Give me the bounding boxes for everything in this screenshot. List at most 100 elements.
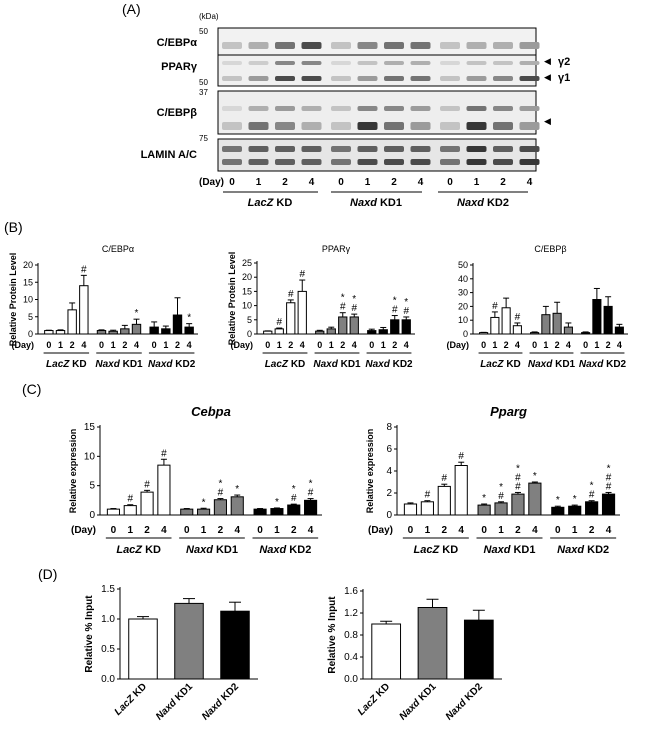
blot-band	[384, 122, 404, 130]
x-tick-label: 4	[404, 340, 409, 350]
y-tick-label: 6	[386, 444, 392, 455]
blot-band	[331, 159, 351, 165]
y-tick-label: 10	[84, 451, 96, 462]
y-tick-label: 40	[458, 274, 468, 284]
x-tick-label: 1	[329, 340, 334, 350]
blot-day-label: 2	[500, 177, 506, 188]
significance-mark: #	[492, 301, 498, 312]
blot-group-lacz: LacZ KD	[248, 197, 293, 209]
x-tick-label: 2	[144, 525, 150, 536]
x-tick-label: 1	[201, 525, 207, 536]
y-tick-label: 10	[23, 295, 33, 305]
y-tick-label: 0	[463, 329, 468, 339]
x-tick-label: 1	[163, 340, 168, 350]
x-tick-label: 4	[234, 525, 240, 536]
y-tick-label: 1.6	[344, 586, 358, 597]
y-tick-label: 20	[23, 260, 33, 270]
x-tick-label: 2	[515, 525, 521, 536]
significance-mark: *	[341, 293, 345, 304]
blot-band	[357, 76, 378, 81]
bar	[220, 610, 250, 680]
blot-band	[519, 106, 540, 111]
blot-band	[410, 146, 431, 152]
blot-band	[248, 122, 269, 130]
blot-band	[301, 76, 322, 81]
blot-band	[466, 122, 487, 130]
y-axis-label: Relative % Input	[327, 596, 338, 674]
significance-mark: *	[218, 479, 222, 490]
significance-mark: #	[218, 488, 224, 499]
blot-day-title: (Day)	[199, 177, 224, 188]
blot-band	[331, 146, 351, 152]
blot-band	[301, 106, 322, 111]
bar	[454, 465, 468, 516]
y-tick-label: 10	[458, 315, 468, 325]
significance-mark: *	[393, 296, 397, 307]
blot-band	[519, 61, 540, 65]
blot-band	[493, 146, 513, 152]
blot-band	[248, 61, 269, 65]
significance-mark: *	[352, 294, 356, 305]
y-tick-label: 20	[242, 272, 252, 282]
significance-mark: #	[442, 473, 448, 484]
blot-strip-lamin	[217, 138, 537, 172]
group-label: LacZ KD	[116, 544, 161, 556]
x-category-label: Naxd KD1	[154, 681, 195, 722]
bar	[563, 326, 573, 335]
blot-band	[275, 42, 295, 49]
y-tick-label: 1.0	[101, 614, 115, 625]
x-tick-label: 2	[555, 340, 560, 350]
significance-mark: *	[404, 297, 408, 308]
blot-band	[410, 106, 431, 111]
x-tick-label: 2	[504, 340, 509, 350]
group-label: Naxd KD1	[95, 359, 143, 370]
y-tick-label: 25	[242, 258, 252, 268]
blot-band	[331, 61, 351, 65]
bar	[477, 504, 491, 516]
blot-band	[466, 146, 487, 152]
blot-band	[519, 42, 540, 49]
bar	[128, 618, 158, 680]
x-tick-label: 4	[300, 340, 305, 350]
significance-mark: *	[556, 495, 560, 506]
bar	[297, 290, 307, 335]
chart-title: Pparg	[490, 404, 527, 419]
y-tick-label: 10	[242, 301, 252, 311]
y-tick-label: 0	[247, 329, 252, 339]
y-tick-label: 0.4	[344, 652, 358, 663]
blot-band	[331, 106, 351, 111]
blot-band	[248, 76, 269, 81]
blot-band	[301, 122, 322, 130]
x-tick-label: 2	[218, 525, 224, 536]
blot-band	[466, 76, 487, 81]
x-axis-title: (Day)	[368, 525, 393, 536]
x-tick-label: 4	[566, 340, 571, 350]
x-tick-label: 0	[532, 340, 537, 350]
bar	[420, 501, 434, 516]
blot-band	[410, 42, 431, 49]
x-tick-label: 1	[594, 340, 599, 350]
x-tick-label: 1	[277, 340, 282, 350]
blot-day-label: 2	[391, 177, 397, 188]
blot-band	[466, 106, 487, 111]
blot-band	[493, 42, 513, 49]
x-tick-label: 1	[572, 525, 578, 536]
blot-band	[410, 122, 431, 130]
bar	[55, 330, 66, 335]
blot-day-label: 1	[365, 177, 371, 188]
x-axis-title: (Day)	[11, 340, 34, 350]
bar	[581, 332, 591, 335]
bar	[585, 501, 599, 516]
bar	[401, 319, 411, 335]
blot-band	[222, 106, 242, 111]
x-tick-label: 1	[127, 525, 133, 536]
blot-band	[384, 61, 404, 65]
blot-band	[248, 42, 269, 49]
blot-band	[493, 106, 513, 111]
arrow-icon-g1: ◀	[544, 72, 551, 82]
blot-band	[357, 42, 378, 49]
bar	[315, 330, 325, 335]
blot-bands	[222, 42, 540, 165]
